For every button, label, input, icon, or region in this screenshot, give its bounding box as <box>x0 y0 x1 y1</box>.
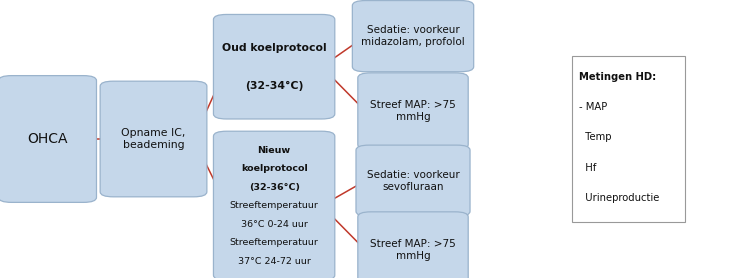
FancyBboxPatch shape <box>352 1 474 72</box>
FancyBboxPatch shape <box>213 14 335 119</box>
Text: Streeftemperatuur: Streeftemperatuur <box>230 201 319 210</box>
Text: (32-34°C): (32-34°C) <box>245 81 303 91</box>
Text: Sedatie: voorkeur
sevofluraan: Sedatie: voorkeur sevofluraan <box>367 170 459 192</box>
Text: koelprotocol: koelprotocol <box>240 164 308 173</box>
Text: Metingen HD:: Metingen HD: <box>579 72 656 82</box>
Text: 36°C 0-24 uur: 36°C 0-24 uur <box>240 220 308 229</box>
Text: Urineproductie: Urineproductie <box>579 193 659 203</box>
Text: (32-36°C): (32-36°C) <box>249 183 300 192</box>
Text: Temp: Temp <box>579 133 612 143</box>
Text: Streef MAP: >75
mmHg: Streef MAP: >75 mmHg <box>370 239 456 261</box>
FancyBboxPatch shape <box>357 73 468 150</box>
Text: Oud koelprotocol: Oud koelprotocol <box>221 43 327 53</box>
Text: 37°C 24-72 uur: 37°C 24-72 uur <box>238 257 311 266</box>
FancyBboxPatch shape <box>357 212 468 278</box>
FancyBboxPatch shape <box>356 145 470 216</box>
Text: Opname IC,
beademing: Opname IC, beademing <box>121 128 186 150</box>
Text: Sedatie: voorkeur
midazolam, profolol: Sedatie: voorkeur midazolam, profolol <box>361 25 465 47</box>
FancyBboxPatch shape <box>213 131 335 278</box>
Text: Nieuw: Nieuw <box>257 146 291 155</box>
FancyBboxPatch shape <box>0 76 96 202</box>
FancyBboxPatch shape <box>572 56 686 222</box>
Text: Hf: Hf <box>579 163 596 173</box>
Text: - MAP: - MAP <box>579 102 607 112</box>
Text: Streeftemperatuur: Streeftemperatuur <box>230 238 319 247</box>
Text: Streef MAP: >75
mmHg: Streef MAP: >75 mmHg <box>370 100 456 122</box>
Text: OHCA: OHCA <box>27 132 68 146</box>
FancyBboxPatch shape <box>100 81 207 197</box>
